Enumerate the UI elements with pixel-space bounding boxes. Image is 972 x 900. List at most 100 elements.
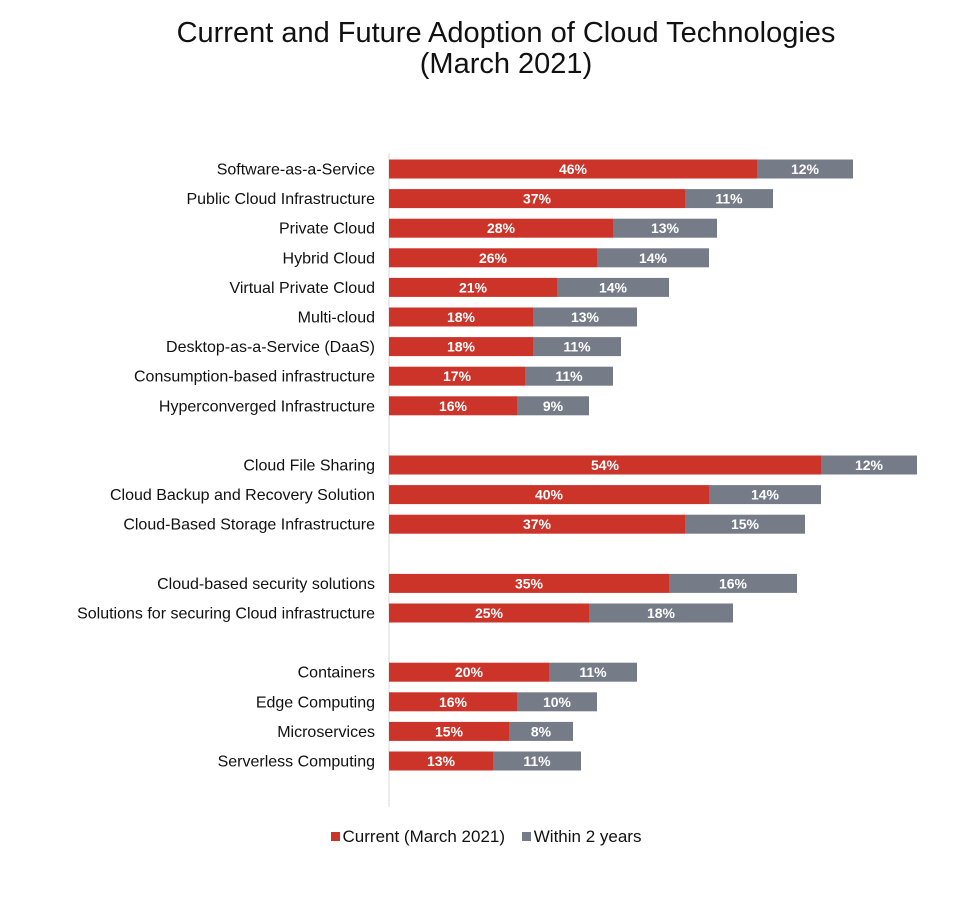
data-label-within-2-years-serverless-computing: 11% — [523, 753, 551, 769]
category-label-desktop-as-a-service-daas: Desktop-as-a-Service (DaaS) — [166, 339, 375, 356]
bar-current-desktop-as-a-service-daas — [389, 337, 533, 357]
bar-within-2-years-serverless-computing — [493, 751, 581, 771]
data-label-within-2-years-consumption-based-infrastructure: 11% — [555, 368, 583, 384]
category-label-serverless-computing: Serverless Computing — [218, 754, 375, 771]
data-label-current-hybrid-cloud: 26% — [479, 250, 508, 266]
category-label-cloud-file-sharing: Cloud File Sharing — [243, 458, 375, 475]
data-label-current-containers: 20% — [455, 664, 484, 680]
bar-within-2-years-virtual-private-cloud — [557, 277, 669, 297]
bar-current-microservices — [389, 721, 509, 741]
legend-item-within-2-years: Within 2 years — [521, 826, 642, 847]
category-label-hyperconverged-infrastructure: Hyperconverged Infrastructure — [159, 398, 375, 415]
bar-current-solutions-for-securing-cloud-infrastructure — [389, 603, 589, 623]
category-label-public-cloud-infrastructure: Public Cloud Infrastructure — [186, 191, 375, 208]
data-label-within-2-years-cloud-file-sharing: 12% — [855, 457, 884, 473]
bar-within-2-years-cloud-file-sharing — [821, 455, 917, 475]
data-label-current-desktop-as-a-service-daas: 18% — [447, 339, 476, 355]
data-label-current-cloud-file-sharing: 54% — [591, 457, 620, 473]
bar-current-cloud-file-sharing — [389, 455, 821, 475]
category-label-cloud-backup-and-recovery-solution: Cloud Backup and Recovery Solution — [110, 487, 375, 504]
bar-within-2-years-cloud-based-security-solutions — [669, 573, 797, 593]
data-label-within-2-years-software-as-a-service: 12% — [791, 161, 820, 177]
bar-current-software-as-a-service — [389, 159, 757, 179]
data-label-within-2-years-private-cloud: 13% — [651, 220, 680, 236]
category-label-private-cloud: Private Cloud — [279, 221, 375, 238]
data-label-within-2-years-cloud-based-security-solutions: 16% — [719, 575, 748, 591]
legend-item-current: Current (March 2021) — [330, 826, 506, 847]
bar-within-2-years-software-as-a-service — [757, 159, 853, 179]
bar-current-edge-computing — [389, 692, 517, 712]
chart-title: Current and Future Adoption of Cloud Tec… — [0, 18, 972, 80]
bar-current-hybrid-cloud — [389, 248, 597, 268]
bar-current-consumption-based-infrastructure — [389, 366, 525, 386]
data-label-within-2-years-multi-cloud: 13% — [571, 309, 600, 325]
data-label-current-serverless-computing: 13% — [427, 753, 456, 769]
bar-within-2-years-desktop-as-a-service-daas — [533, 337, 621, 357]
data-label-current-cloud-based-storage-infrastructure: 37% — [523, 516, 552, 532]
data-label-current-microservices: 15% — [435, 723, 464, 739]
category-label-containers: Containers — [298, 665, 375, 682]
category-label-hybrid-cloud: Hybrid Cloud — [283, 250, 375, 267]
data-label-within-2-years-solutions-for-securing-cloud-infrastructure: 18% — [647, 605, 676, 621]
data-label-current-cloud-backup-and-recovery-solution: 40% — [535, 487, 564, 503]
bar-within-2-years-edge-computing — [517, 692, 597, 712]
legend-label-current: Current (March 2021) — [342, 826, 506, 846]
legend: Current (March 2021) Within 2 years — [0, 826, 972, 847]
legend-swatch-current — [330, 832, 340, 841]
category-label-cloud-based-security-solutions: Cloud-based security solutions — [157, 576, 375, 593]
bar-within-2-years-containers — [549, 662, 637, 682]
bar-within-2-years-multi-cloud — [533, 307, 637, 327]
data-label-within-2-years-containers: 11% — [579, 664, 607, 680]
bar-within-2-years-cloud-backup-and-recovery-solution — [709, 485, 821, 505]
category-label-virtual-private-cloud: Virtual Private Cloud — [229, 280, 375, 297]
bar-current-containers — [389, 662, 549, 682]
category-label-cloud-based-storage-infrastructure: Cloud-Based Storage Infrastructure — [123, 517, 375, 534]
data-label-current-private-cloud: 28% — [487, 220, 516, 236]
bar-within-2-years-hybrid-cloud — [597, 248, 709, 268]
data-label-current-consumption-based-infrastructure: 17% — [443, 368, 472, 384]
bar-within-2-years-private-cloud — [613, 218, 717, 238]
data-label-within-2-years-hybrid-cloud: 14% — [639, 250, 668, 266]
data-label-within-2-years-microservices: 8% — [531, 723, 552, 739]
bar-within-2-years-cloud-based-storage-infrastructure — [685, 514, 805, 534]
data-label-current-multi-cloud: 18% — [447, 309, 476, 325]
bar-current-cloud-backup-and-recovery-solution — [389, 485, 709, 505]
bar-current-cloud-based-storage-infrastructure — [389, 514, 685, 534]
category-label-software-as-a-service: Software-as-a-Service — [217, 162, 375, 179]
bar-current-public-cloud-infrastructure — [389, 189, 685, 209]
bar-within-2-years-microservices — [509, 721, 573, 741]
data-label-within-2-years-cloud-backup-and-recovery-solution: 14% — [751, 487, 780, 503]
data-label-current-software-as-a-service: 46% — [559, 161, 588, 177]
category-label-consumption-based-infrastructure: Consumption-based infrastructure — [134, 369, 375, 386]
data-label-current-cloud-based-security-solutions: 35% — [515, 575, 544, 591]
data-label-current-hyperconverged-infrastructure: 16% — [439, 398, 468, 414]
bar-current-virtual-private-cloud — [389, 277, 557, 297]
bar-within-2-years-solutions-for-securing-cloud-infrastructure — [589, 603, 733, 623]
data-label-within-2-years-desktop-as-a-service-daas: 11% — [563, 339, 591, 355]
bar-within-2-years-consumption-based-infrastructure — [525, 366, 613, 386]
data-label-current-edge-computing: 16% — [439, 694, 468, 710]
data-label-within-2-years-public-cloud-infrastructure: 11% — [715, 191, 743, 207]
bar-current-serverless-computing — [389, 751, 493, 771]
data-label-within-2-years-hyperconverged-infrastructure: 9% — [543, 398, 564, 414]
legend-label-within-2-years: Within 2 years — [533, 826, 642, 846]
bar-within-2-years-hyperconverged-infrastructure — [517, 396, 589, 416]
category-label-edge-computing: Edge Computing — [256, 694, 375, 711]
data-label-current-solutions-for-securing-cloud-infrastructure: 25% — [475, 605, 504, 621]
data-label-within-2-years-virtual-private-cloud: 14% — [599, 279, 628, 295]
data-label-within-2-years-edge-computing: 10% — [543, 694, 572, 710]
bar-current-hyperconverged-infrastructure — [389, 396, 517, 416]
bar-current-private-cloud — [389, 218, 613, 238]
data-label-within-2-years-cloud-based-storage-infrastructure: 15% — [731, 516, 760, 532]
category-label-multi-cloud: Multi-cloud — [298, 310, 375, 327]
bar-current-cloud-based-security-solutions — [389, 573, 669, 593]
category-label-solutions-for-securing-cloud-infrastructure: Solutions for securing Cloud infrastruct… — [77, 606, 375, 623]
bar-within-2-years-public-cloud-infrastructure — [685, 189, 773, 209]
data-label-current-public-cloud-infrastructure: 37% — [523, 191, 552, 207]
bar-current-multi-cloud — [389, 307, 533, 327]
data-label-current-virtual-private-cloud: 21% — [459, 279, 488, 295]
category-label-microservices: Microservices — [277, 724, 375, 741]
chart-subtitle: (March 2021) — [419, 48, 593, 80]
